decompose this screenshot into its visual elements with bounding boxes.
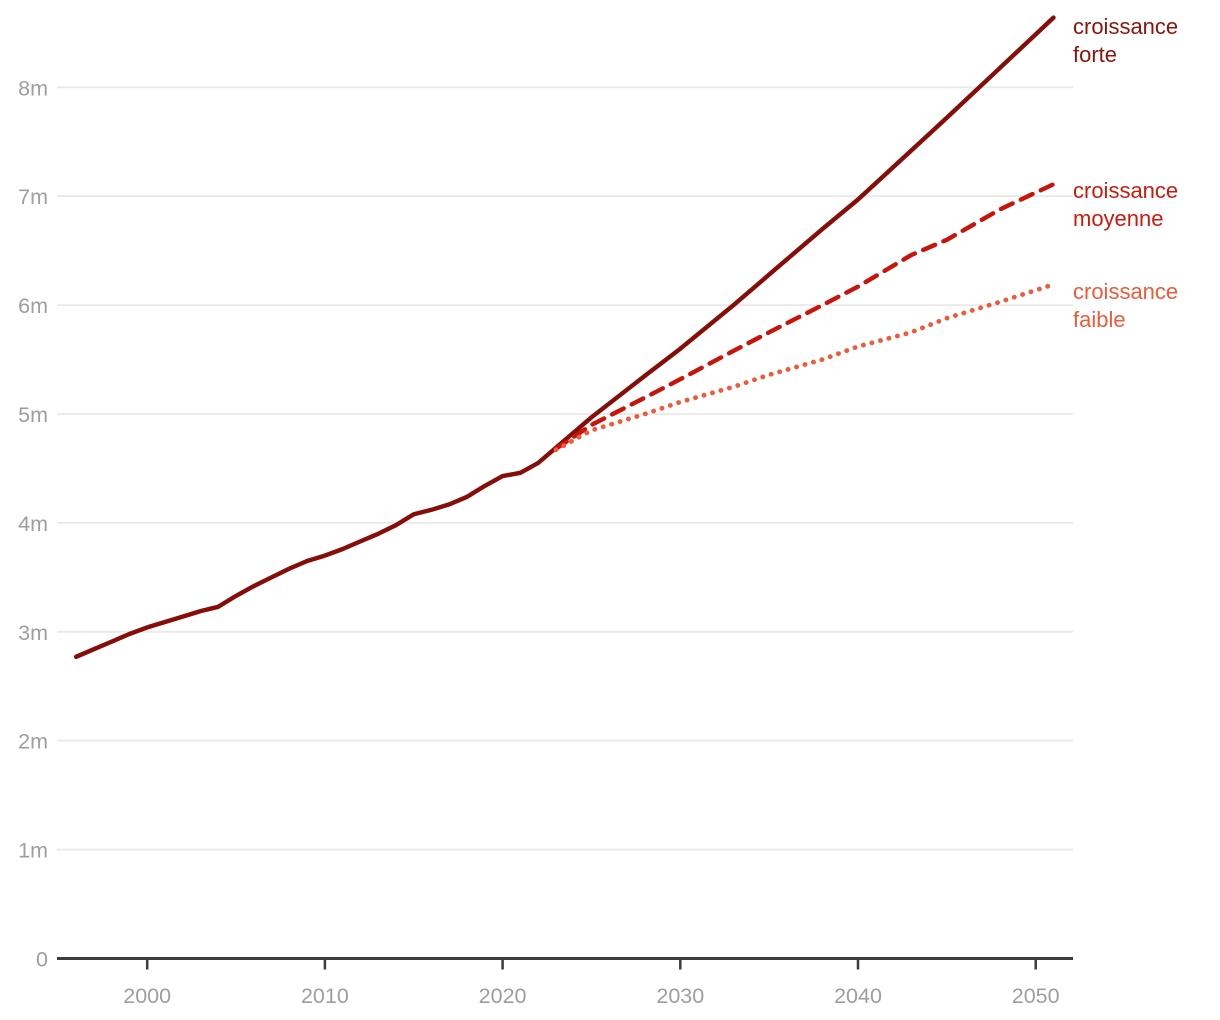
series-label-line2: moyenne [1073, 206, 1164, 231]
series-label-line1: croissance [1073, 178, 1179, 203]
x-axis-tick-label-2050: 2050 [1012, 984, 1060, 1008]
series-label-line2: faible [1073, 307, 1126, 332]
x-axis-tick-label-2020: 2020 [479, 984, 527, 1008]
y-axis-tick-label-4m: 4m [18, 512, 48, 536]
x-axis-tick-label-2030: 2030 [656, 984, 704, 1008]
series-label-line1: croissance [1073, 279, 1179, 304]
y-axis-tick-label-3m: 3m [18, 621, 48, 645]
y-axis-tick-label-0: 0 [36, 948, 48, 972]
y-axis-tick-label-6m: 6m [18, 294, 48, 318]
x-axis-tick-label-2010: 2010 [301, 984, 349, 1008]
series-label-line2: forte [1073, 42, 1118, 67]
y-axis-tick-label-2m: 2m [18, 730, 48, 754]
y-axis-tick-label-5m: 5m [18, 403, 48, 427]
series-label-croissance-moyenne: croissance moyenne [1073, 177, 1178, 233]
y-axis-tick-label-8m: 8m [18, 76, 48, 100]
series-line-croissance-faible [553, 282, 1056, 453]
x-axis-tick-label-2040: 2040 [834, 984, 882, 1008]
series-line-croissance-forte [73, 15, 1056, 659]
y-axis-tick-label-7m: 7m [18, 185, 48, 209]
y-axis-tick-label-1m: 1m [18, 839, 48, 863]
series-label-croissance-faible: croissance faible [1073, 278, 1178, 334]
x-axis-tick-label-2000: 2000 [123, 984, 171, 1008]
series-line-croissance-moyenne [553, 182, 1056, 451]
series-label-line1: croissance [1073, 14, 1179, 39]
series-label-croissance-forte: croissance forte [1073, 13, 1178, 69]
